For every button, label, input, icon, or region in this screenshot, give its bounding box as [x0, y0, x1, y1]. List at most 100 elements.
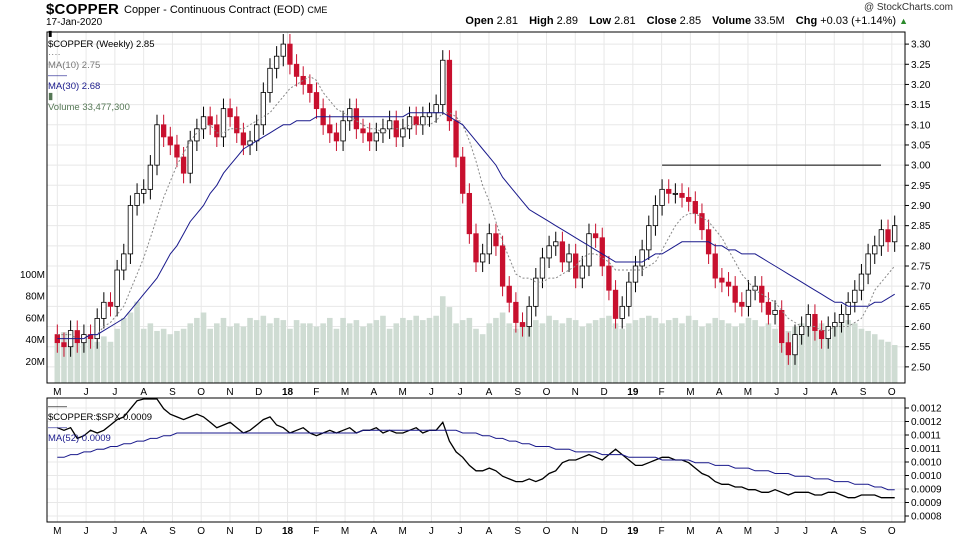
candle-body [347, 108, 353, 122]
ma52-line [57, 429, 895, 491]
x-tick-label: F [659, 387, 665, 398]
volume-bar [626, 323, 632, 383]
ohlc-volume: Volume 33.5M [712, 15, 785, 27]
volume-bar [147, 323, 154, 383]
volume-bar [645, 315, 652, 383]
volume-bar [865, 330, 871, 383]
candle-body [745, 289, 752, 307]
candle-body [765, 301, 772, 315]
volume-bar [812, 317, 818, 383]
volume-bar [685, 315, 692, 383]
volume-bar [818, 323, 825, 383]
x-tick-label: A [716, 526, 723, 537]
x-tick-label: M [744, 526, 752, 537]
candle-body [167, 136, 173, 146]
candle-body [287, 43, 293, 65]
candle-body [499, 245, 506, 287]
volume-bar [380, 315, 386, 383]
volume-bar [81, 342, 87, 383]
volume-bar [592, 320, 599, 383]
x-tick-label: A [486, 526, 493, 537]
x-tick-label: J [84, 526, 89, 537]
volume-bar [313, 326, 320, 383]
volume-bar [552, 320, 559, 383]
volume-bar [333, 328, 340, 383]
volume-bar [692, 320, 699, 383]
x-tick-label: O [543, 526, 551, 537]
candle-body [479, 253, 486, 263]
x-tick-label: O [888, 526, 896, 537]
candle-body [739, 301, 745, 307]
y-tick-label: 2.60 [911, 322, 931, 333]
candle-body [141, 188, 147, 194]
candle-body [234, 116, 240, 134]
x-tick-label: M [686, 526, 694, 537]
candle-body [453, 120, 459, 158]
candle-body [559, 241, 566, 263]
volume-bar [214, 323, 220, 383]
candle-body [406, 116, 413, 130]
volume-bar [293, 320, 300, 383]
candle-body [127, 205, 134, 255]
candle-body [300, 75, 306, 85]
main-panel-frame [46, 31, 906, 384]
volume-bar [114, 328, 120, 383]
volume-bar [353, 320, 360, 383]
volume-bar [127, 312, 134, 383]
candle-body [493, 233, 499, 247]
x-tick-label: F [659, 526, 665, 537]
x-tick-label: J [429, 526, 434, 537]
candle-body [440, 59, 446, 106]
volume-bar [187, 323, 194, 383]
candle-body [599, 237, 605, 267]
candle-body [805, 314, 811, 327]
candle-body [353, 108, 360, 130]
x-tick-label: S [514, 387, 521, 398]
candle-body [194, 128, 200, 142]
volume-bar [758, 326, 765, 383]
candle-body [160, 124, 167, 138]
volume-bar [320, 323, 326, 383]
x-tick-label: M [53, 526, 61, 537]
volume-bar [606, 315, 612, 383]
ma10-line [57, 75, 896, 340]
candle-body [373, 132, 379, 142]
volume-bar [765, 323, 772, 383]
candle-body [838, 314, 845, 323]
candle-body [466, 192, 473, 235]
y-tick-label: 2.70 [911, 282, 931, 293]
candle-body [798, 326, 805, 335]
volume-bar [805, 320, 812, 383]
volume-bar [433, 315, 439, 383]
volume-bar [772, 328, 778, 383]
volume-bar [327, 317, 333, 383]
legend-ma52: —— MA(52) 0.0009 [48, 422, 111, 444]
volume-bar [825, 328, 832, 383]
volume-bar [366, 323, 373, 383]
y-tick-label: 2.85 [911, 221, 931, 232]
x-tick-label: S [169, 526, 176, 537]
candle-body [293, 63, 300, 77]
volume-bar [120, 317, 127, 383]
volume-bar [446, 307, 453, 383]
y-tick-label: 2.75 [911, 262, 931, 273]
volume-bar [393, 323, 400, 383]
legend-ma30: —— MA(30) 2.68 [48, 70, 101, 92]
x-tick-label: A [831, 526, 838, 537]
x-tick-label: 19 [627, 387, 639, 398]
main-legend: ▮ $COPPER (Weekly) 2.85 ···· MA(10) 2.75 —… [48, 29, 154, 113]
volume-bar [280, 320, 287, 383]
candle-body [619, 305, 625, 319]
candle-body [107, 301, 114, 307]
candle-body [180, 156, 187, 174]
x-tick-label: S [514, 526, 521, 537]
candle-body [433, 104, 439, 114]
candle-body [207, 116, 213, 126]
candle-body [792, 334, 798, 356]
y-tick-label: 3.25 [911, 60, 931, 71]
y-tick-label: 3.20 [911, 80, 931, 91]
ohlc-open: Open 2.81 [465, 15, 519, 27]
volume-bar [220, 317, 227, 383]
candle-body [460, 156, 466, 194]
